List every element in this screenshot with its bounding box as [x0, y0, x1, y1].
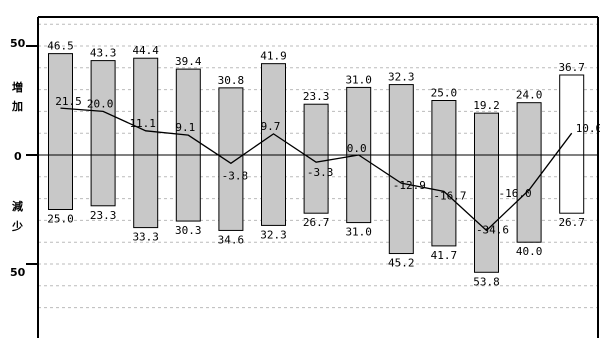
- decrease-value-label: 53.8: [473, 275, 500, 288]
- bars: [48, 53, 585, 273]
- data-labels: 46.5 25.0 21.5 43.3 23.3 20.0 44.4 33.3 11.1 39.4…: [47, 40, 600, 289]
- decrease-bar: [261, 154, 286, 226]
- decrease-bar: [388, 154, 414, 255]
- net-value-label: -3.8: [222, 169, 249, 182]
- decrease-value-label: 23.3: [90, 209, 117, 222]
- increase-bar: [388, 84, 414, 156]
- increase-value-label: 44.4: [132, 44, 159, 57]
- increase-value-label: 43.3: [90, 47, 117, 60]
- increase-value-label: 39.4: [175, 55, 202, 68]
- increase-value-label: 32.3: [388, 71, 415, 84]
- net-value-label: 11.1: [129, 117, 156, 130]
- increase-value-label: 46.5: [47, 40, 74, 53]
- decrease-value-label: 33.3: [132, 231, 159, 244]
- net-value-label: 9.7: [261, 120, 281, 133]
- decrease-value-label: 34.6: [218, 233, 245, 246]
- increase-bar: [48, 53, 73, 156]
- increase-value-label: 36.7: [558, 61, 585, 74]
- net-value-label: 20.0: [87, 97, 114, 110]
- increase-label-char-1: 増: [12, 80, 23, 94]
- decrease-value-label: 45.2: [388, 257, 415, 270]
- decrease-value-label: 30.3: [175, 224, 202, 237]
- increase-value-label: 19.2: [473, 99, 500, 112]
- increase-value-label: 31.0: [345, 73, 372, 86]
- chart-frame: [26, 16, 599, 338]
- increase-value-label: 41.9: [260, 50, 287, 63]
- increase-value-label: 30.8: [218, 74, 245, 87]
- decrease-bar: [303, 154, 329, 214]
- decrease-label-char-2: 少: [11, 219, 23, 233]
- decrease-bar: [474, 154, 499, 273]
- net-value-label: 9.1: [175, 121, 195, 134]
- increase-value-label: 23.3: [303, 90, 330, 103]
- increase-bar: [303, 103, 329, 156]
- decrease-bar: [559, 154, 585, 214]
- decrease-bar: [346, 154, 372, 224]
- decrease-value-label: 25.0: [47, 213, 74, 226]
- increase-bar: [516, 102, 542, 156]
- y-tick-label-zero: 0: [14, 150, 22, 163]
- decrease-value-label: 41.7: [431, 249, 458, 262]
- increase-bar: [218, 87, 244, 156]
- y-tick-label-bottom: 50: [10, 266, 26, 279]
- increase-label-char-2: 加: [11, 99, 23, 113]
- net-value-label: -3.3: [307, 166, 334, 179]
- y-axis: 50 0 50 増 加 減 少: [10, 37, 26, 279]
- net-value-label: -12.9: [393, 179, 426, 192]
- net-value-label: 0.0: [347, 142, 367, 155]
- decrease-bar: [48, 154, 73, 210]
- increase-bar: [559, 74, 585, 156]
- net-value-label: -16.0: [499, 187, 532, 200]
- y-tick-label-top: 50: [10, 37, 26, 50]
- decrease-value-label: 26.7: [558, 216, 585, 229]
- net-value-label: -34.6: [476, 223, 509, 236]
- decrease-value-label: 26.7: [303, 216, 330, 229]
- increase-bar: [90, 60, 116, 156]
- decrease-value-label: 31.0: [345, 226, 372, 239]
- decrease-bar: [218, 154, 244, 231]
- net-value-label: 10.0: [576, 122, 600, 135]
- decrease-bar: [516, 154, 542, 243]
- increase-value-label: 24.0: [516, 89, 543, 102]
- increase-value-label: 25.0: [431, 87, 458, 100]
- increase-bar: [133, 57, 159, 156]
- decrease-bar: [133, 154, 159, 229]
- decrease-bar: [90, 154, 116, 207]
- increase-bar: [431, 100, 457, 156]
- increase-bar: [261, 63, 286, 156]
- increase-bar: [175, 68, 201, 156]
- increase-bar: [474, 112, 499, 156]
- net-value-label: 21.5: [55, 95, 82, 108]
- decrease-bar: [431, 154, 457, 247]
- net-value-label: -16.7: [433, 189, 466, 202]
- decrease-label-char-1: 減: [12, 199, 23, 213]
- net-line: [60, 107, 573, 232]
- decrease-bar: [175, 154, 201, 222]
- decrease-value-label: 40.0: [516, 245, 543, 258]
- decrease-value-label: 32.3: [260, 228, 287, 241]
- net-polyline: [60, 107, 573, 232]
